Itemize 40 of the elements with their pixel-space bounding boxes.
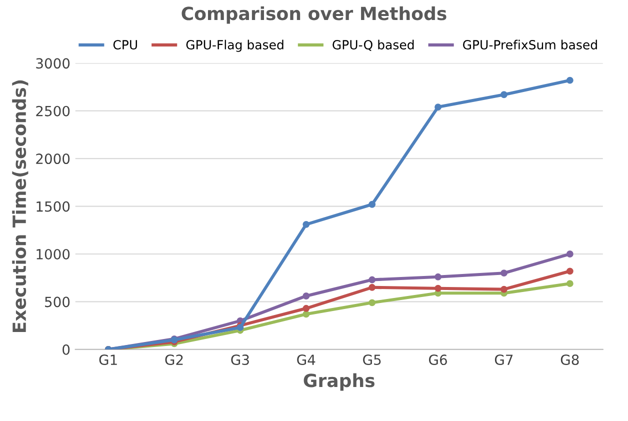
y-axis-title: Execution Time(seconds) — [12, 80, 28, 332]
point — [302, 220, 310, 228]
point — [500, 286, 508, 293]
y-tick-label: 2000 — [36, 154, 70, 164]
x-tick-label: G4 — [297, 354, 316, 366]
x-tick-label: G5 — [363, 354, 381, 366]
x-tick-label: G2 — [165, 354, 183, 366]
point — [434, 273, 442, 280]
chart-title: Comparison over Methods — [182, 6, 446, 24]
point — [368, 299, 376, 306]
point — [434, 104, 442, 111]
x-tick-label: G3 — [231, 354, 249, 366]
point — [500, 270, 508, 277]
y-tick-label: 0 — [62, 344, 70, 355]
point — [500, 91, 508, 98]
y-tick-label: 1000 — [36, 248, 70, 260]
y-tick-label: 2500 — [36, 106, 70, 116]
point — [368, 284, 376, 291]
y-tick-label: 1500 — [36, 201, 70, 212]
point — [566, 280, 574, 288]
x-tick-label: G6 — [429, 354, 447, 366]
legend-label: CPU — [113, 40, 137, 50]
x-axis-title: Graphs — [304, 373, 374, 391]
legend-label: GPU-PrefixSum based — [463, 40, 597, 50]
legend-label: GPU-Q based — [332, 40, 414, 51]
point — [434, 284, 442, 292]
point — [566, 76, 574, 84]
legend-label: GPU-Flag based — [186, 40, 284, 52]
y-tick-label: 500 — [45, 296, 70, 308]
x-tick-label: G7 — [494, 354, 513, 366]
y-tick-label: 3000 — [36, 58, 70, 69]
point — [368, 200, 376, 208]
point — [302, 304, 310, 312]
point — [302, 310, 310, 318]
x-tick-label: G1 — [99, 354, 117, 366]
point — [566, 268, 574, 275]
point — [302, 292, 310, 300]
point — [368, 276, 376, 284]
point — [566, 250, 574, 258]
x-tick-label: G8 — [560, 354, 579, 366]
